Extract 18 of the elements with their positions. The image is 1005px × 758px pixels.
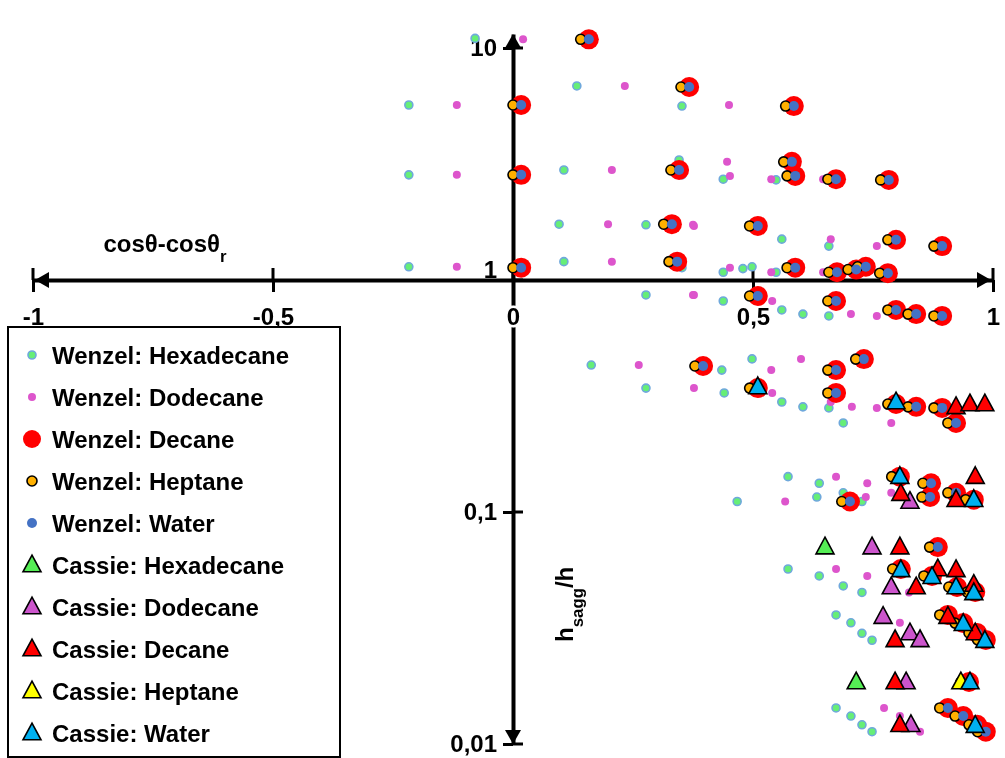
legend-label: Wenzel: Water: [52, 510, 215, 537]
x-tick-label: 1: [986, 303, 1001, 331]
x-tick-label: 0,5: [736, 303, 771, 331]
y-tick-label: 0,1: [463, 498, 497, 526]
legend-label: Wenzel: Decane: [52, 426, 235, 453]
x-axis-title: cosθ-cosθ$_{r}$: [103, 230, 228, 266]
legend-label: Cassie: Heptane: [52, 678, 239, 705]
y-tick-label: 1: [483, 256, 497, 284]
legend-label: Wenzel: Dodecane: [52, 384, 264, 411]
legend-label: Cassie: Decane: [52, 636, 230, 663]
legend-label: Wenzel: Hexadecane: [52, 342, 289, 369]
legend-label: Cassie: Hexadecane: [52, 552, 285, 579]
legend-label: Cassie: Water: [52, 720, 210, 747]
legend-label: Wenzel: Heptane: [52, 468, 244, 495]
x-tick-label: -1: [22, 303, 45, 331]
y-tick-label: 0,01: [450, 730, 497, 758]
legend-label: Cassie: Dodecane: [52, 594, 259, 621]
x-tick-label: -0,5: [252, 303, 295, 331]
